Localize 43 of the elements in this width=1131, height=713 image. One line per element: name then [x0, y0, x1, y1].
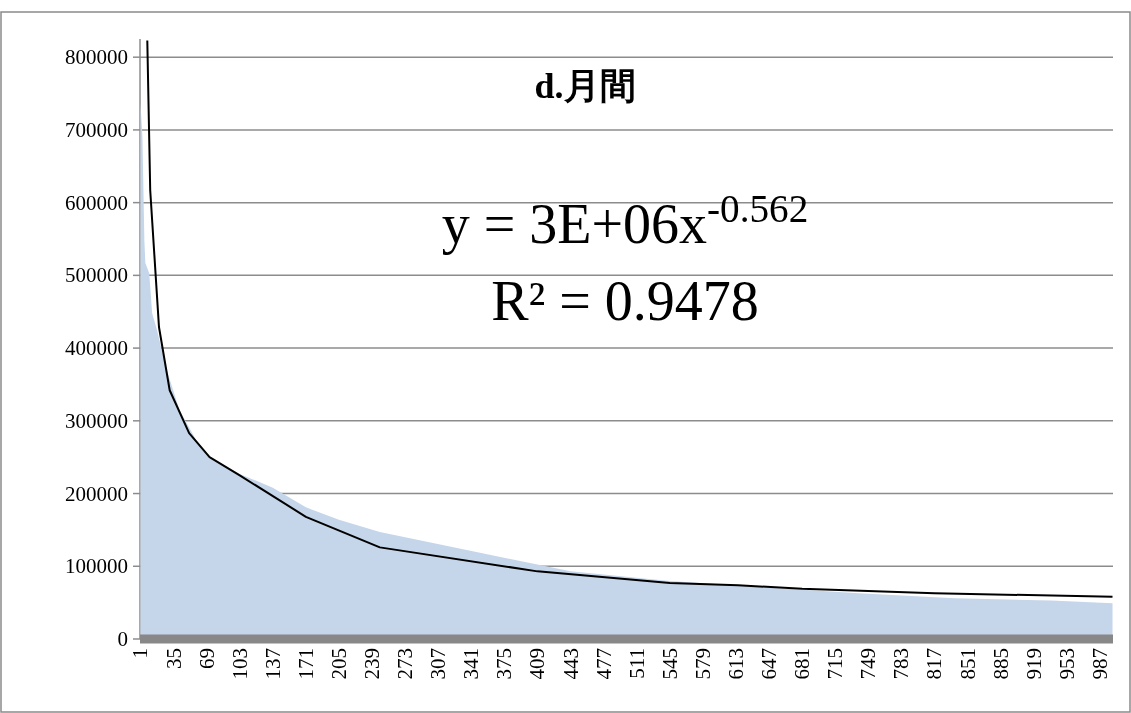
- x-tick-label: 1: [128, 648, 153, 659]
- x-tick-label: 341: [459, 648, 484, 680]
- x-tick-label: 205: [326, 648, 351, 680]
- x-tick-label: 953: [1054, 648, 1079, 680]
- annotation: R² = 0.9478: [491, 270, 759, 332]
- x-tick-label: 409: [525, 648, 550, 680]
- x-tick-label: 987: [1087, 648, 1112, 680]
- x-tick-label: 239: [360, 648, 385, 680]
- y-tick-label: 0: [117, 627, 128, 651]
- x-tick-label: 35: [161, 648, 186, 669]
- x-tick-label: 511: [624, 648, 649, 679]
- x-tick-label: 545: [657, 648, 682, 680]
- x-tick-label: 681: [790, 648, 815, 680]
- x-tick-label: 817: [922, 648, 947, 680]
- x-tick-label: 783: [889, 648, 914, 680]
- y-tick-label: 800000: [65, 45, 128, 70]
- line-series: [146, 39, 1114, 598]
- y-tick-label: 400000: [65, 336, 128, 361]
- x-tick-label: 647: [757, 648, 782, 680]
- x-tick-label: 69: [194, 648, 219, 669]
- x-tick-label: 273: [393, 648, 418, 680]
- x-tick-label: 613: [723, 648, 748, 680]
- x-tick-label: 851: [955, 648, 980, 680]
- y-tick-label: 600000: [65, 190, 128, 215]
- y-tick-label: 200000: [65, 481, 128, 506]
- x-tick-label: 375: [492, 648, 517, 680]
- x-tick-label: 885: [988, 648, 1013, 680]
- y-tick-label: 700000: [65, 117, 128, 142]
- x-tick-label: 171: [293, 648, 318, 680]
- y-tick-label: 500000: [65, 263, 128, 288]
- x-tick-label: 477: [591, 648, 616, 680]
- annotation: y = 3E+06x$^{-0.562}$: [441, 186, 809, 255]
- x-tick-label: 137: [260, 648, 285, 680]
- y-tick-label: 100000: [65, 554, 128, 579]
- x-tick-label: 749: [856, 648, 881, 680]
- x-tick-label: 579: [690, 648, 715, 680]
- x-tick-label: 307: [426, 648, 451, 680]
- x-tick-label: 919: [1021, 648, 1046, 680]
- x-tick-label: 443: [558, 648, 583, 680]
- y-tick-label: 300000: [65, 408, 128, 433]
- x-tick-label: 715: [823, 648, 848, 680]
- x-tick-label: 103: [227, 648, 252, 680]
- text: d.月間: [534, 66, 636, 106]
